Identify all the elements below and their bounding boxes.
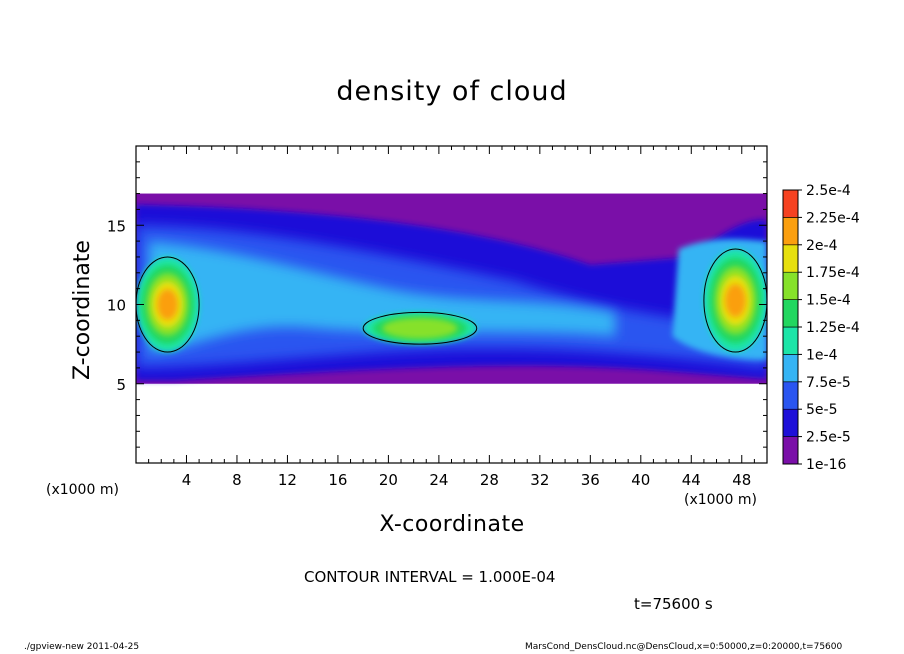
density-field <box>136 193 767 384</box>
colorbar-label: 2.5e-5 <box>806 430 851 446</box>
x-tick-label: 32 <box>530 471 549 489</box>
x-tick-label: 4 <box>182 471 192 489</box>
colorbar-segment <box>782 299 799 328</box>
footer-left: ./gpview-new 2011-04-25 <box>24 642 140 652</box>
x-tick-label: 44 <box>682 471 701 489</box>
colorbar-segment <box>782 381 799 410</box>
colorbar-segment <box>782 271 799 300</box>
x-tick-label: 12 <box>278 471 297 489</box>
contour-line-0 <box>136 256 200 353</box>
colorbar-label: 1.25e-4 <box>806 320 860 336</box>
x-tick-label: 8 <box>232 471 242 489</box>
colorbar-segment <box>782 408 799 437</box>
x-tick-label: 40 <box>631 471 650 489</box>
colorbar-label: 1.75e-4 <box>806 265 860 281</box>
contour-line-2 <box>362 311 478 345</box>
high-density-blob-0-4 <box>157 289 178 320</box>
colorbar-label: 7.5e-5 <box>806 375 851 391</box>
colorbar-label: 1e-4 <box>806 347 838 363</box>
colorbar: 1e-16 2.5e-5 5e-5 7.5e-5 1e-4 1.25e-4 1.5e-4 1.… <box>782 183 860 473</box>
contour-interval-text: CONTOUR INTERVAL = 1.000E-04 <box>304 568 556 586</box>
contour-line-1 <box>703 248 767 353</box>
x-tick-label: 36 <box>581 471 600 489</box>
footer-right: MarsCond_DensCloud.nc@DensCloud,x=0:5000… <box>525 642 843 652</box>
x-tick-label: 48 <box>732 471 751 489</box>
colorbar-label: 5e-5 <box>806 402 837 418</box>
x-unit-label-left: (x1000 m) <box>46 482 119 498</box>
colorbar-label: 2e-4 <box>806 238 838 254</box>
time-text: t=75600 s <box>634 595 713 613</box>
x-unit-label-right: (x1000 m) <box>684 492 757 508</box>
colorbar-label: 1.5e-4 <box>806 293 851 309</box>
high-density-blob-2-2 <box>382 317 458 339</box>
colorbar-segment <box>782 189 799 218</box>
x-tick-label: 16 <box>328 471 347 489</box>
chart-title: density of cloud <box>336 76 568 107</box>
colorbar-label: 1e-16 <box>806 457 846 473</box>
colorbar-label: 2.5e-4 <box>806 183 851 199</box>
y-axis-label: Z-coordinate <box>70 240 95 380</box>
colorbar-segment <box>782 436 799 465</box>
x-tick-label: 28 <box>480 471 499 489</box>
x-tick-label: 24 <box>429 471 448 489</box>
colorbar-segment <box>782 244 799 273</box>
colorbar-segment <box>782 326 799 355</box>
x-axis-label: X-coordinate <box>379 512 525 537</box>
colorbar-label: 2.25e-4 <box>806 210 860 226</box>
colorbar-segment <box>782 217 799 246</box>
x-tick-label: 20 <box>379 471 398 489</box>
y-tick-label: 5 <box>116 376 126 394</box>
colorbar-segment <box>782 354 799 383</box>
high-density-blob-1-4 <box>725 284 746 318</box>
y-tick-label: 15 <box>107 217 126 235</box>
field-level-3 <box>148 241 616 353</box>
y-tick-label: 10 <box>107 297 126 315</box>
